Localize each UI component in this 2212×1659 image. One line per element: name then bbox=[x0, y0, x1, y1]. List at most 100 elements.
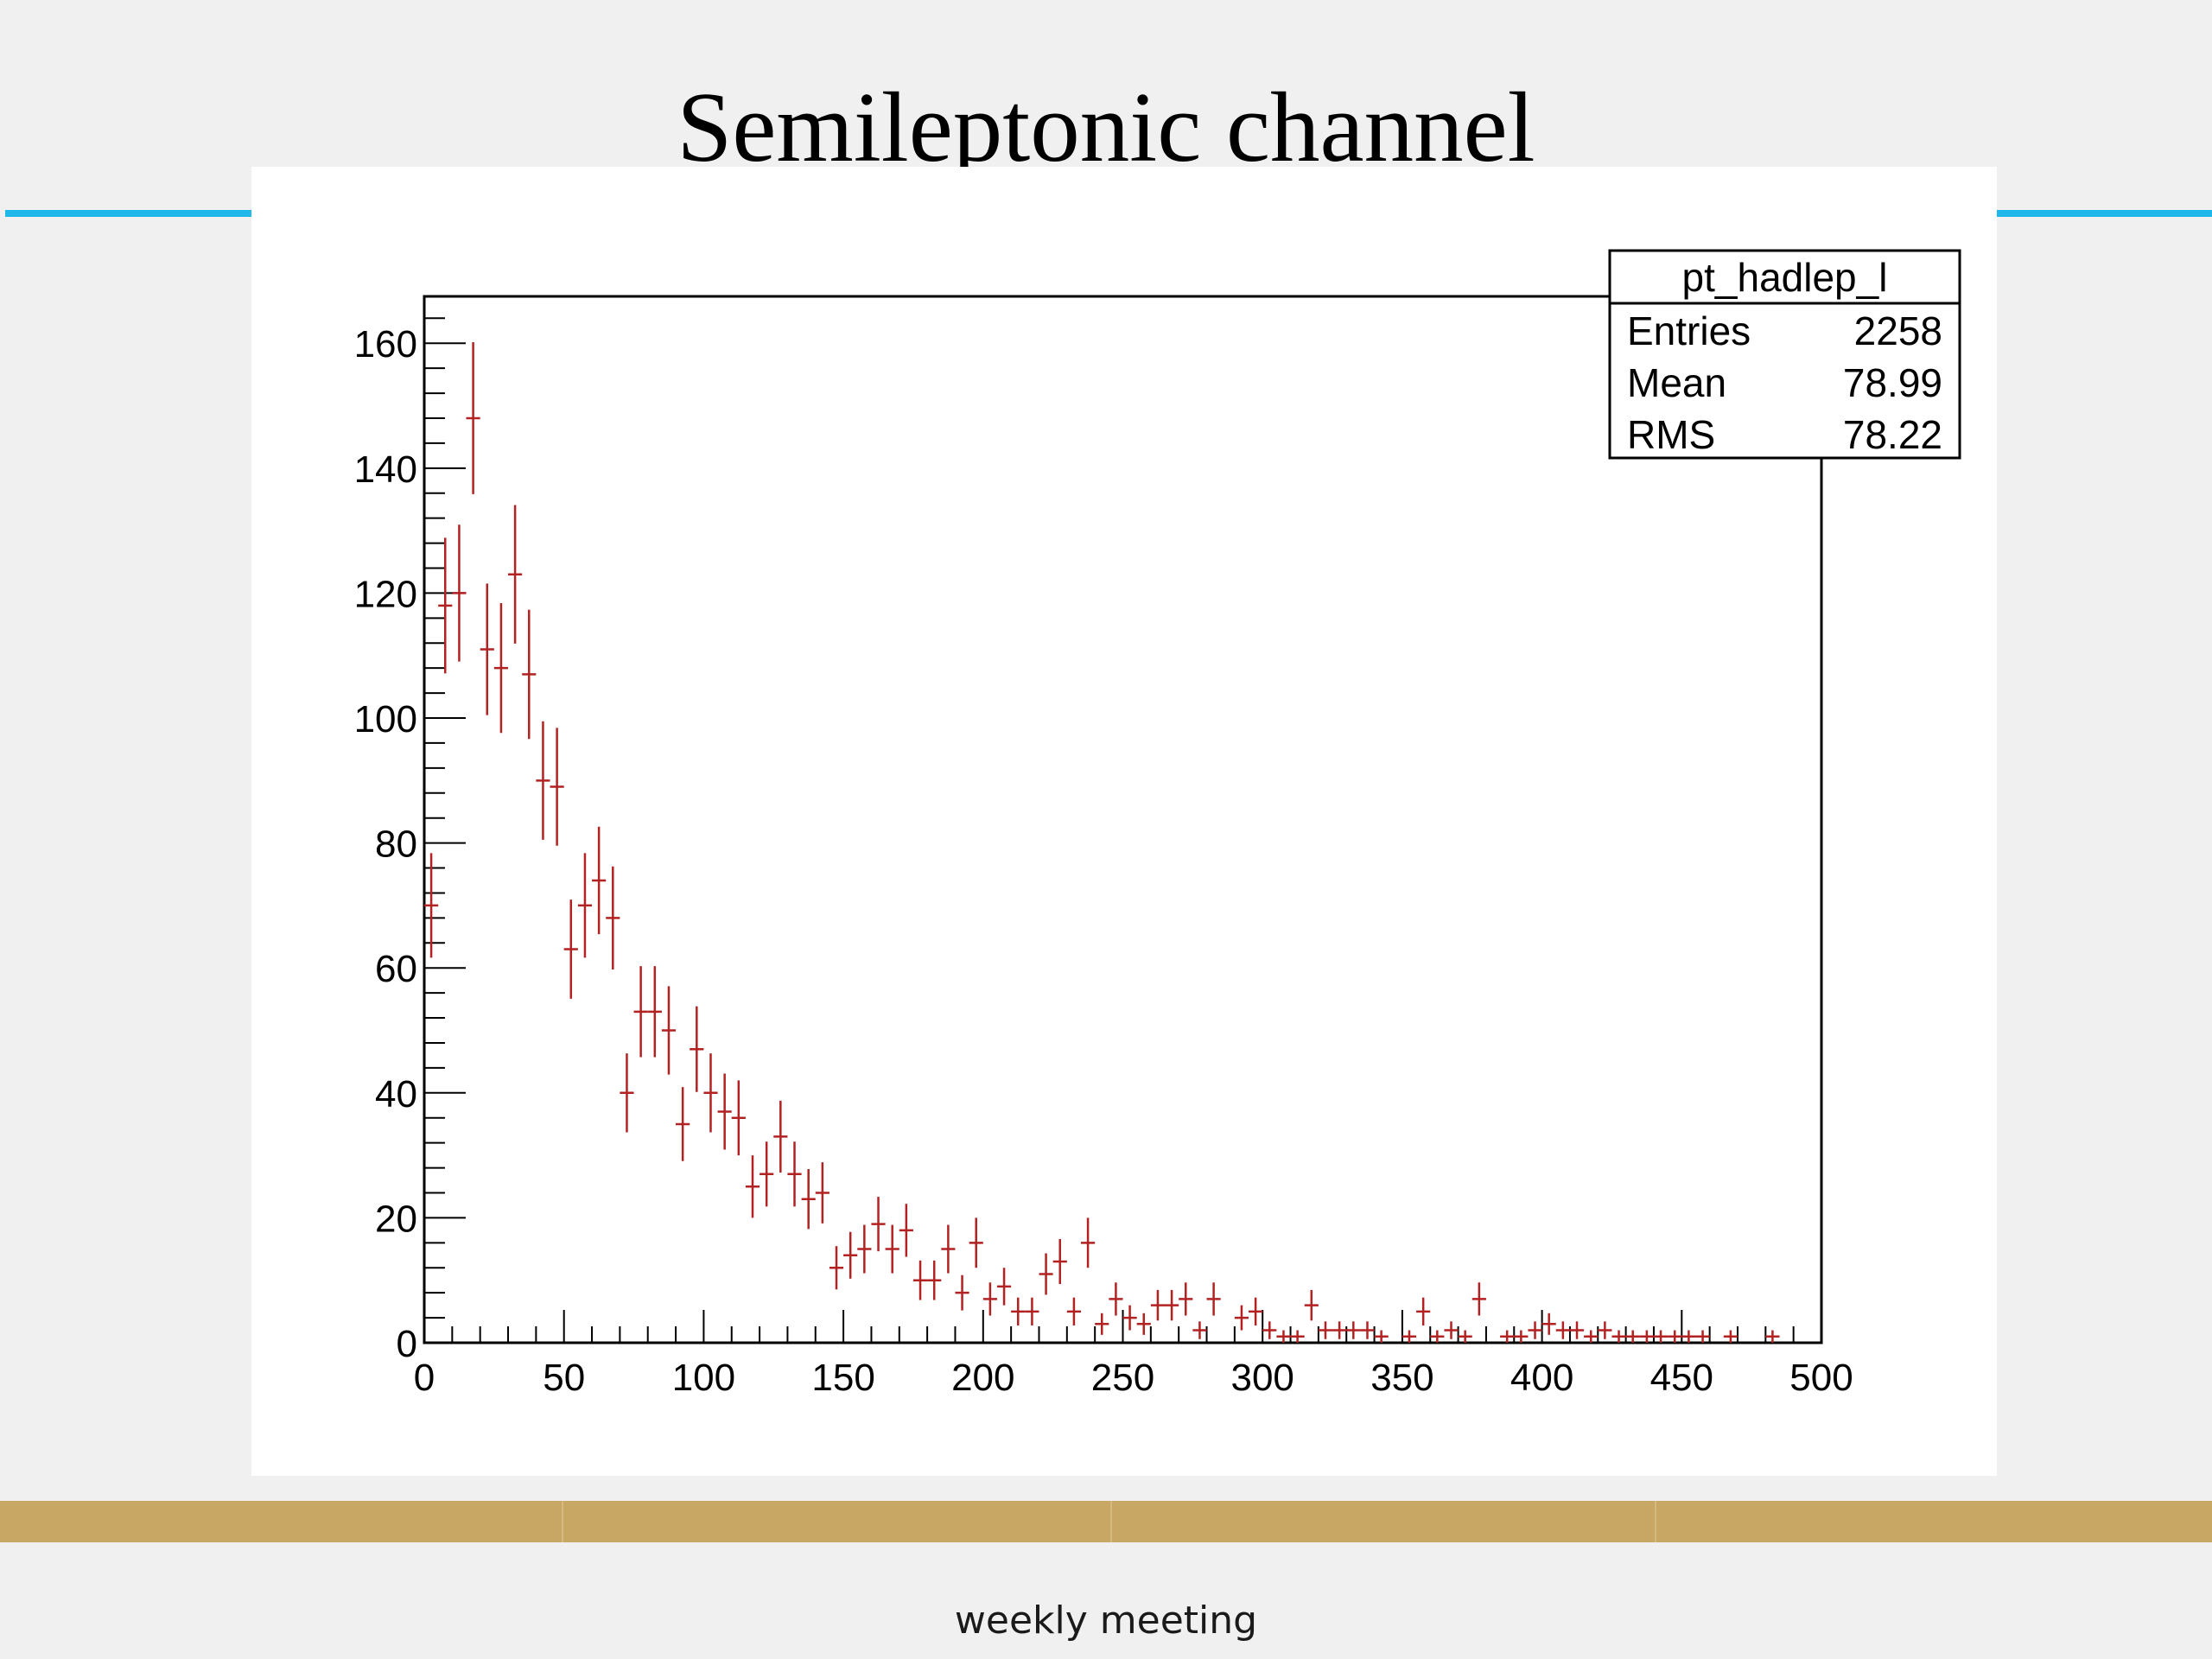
data-point bbox=[647, 966, 662, 1058]
stats-entries-label: Entries bbox=[1627, 308, 1751, 353]
data-point bbox=[1584, 1330, 1599, 1343]
data-point bbox=[1611, 1330, 1626, 1343]
data-point bbox=[1109, 1282, 1123, 1316]
data-point bbox=[563, 899, 578, 999]
data-point bbox=[1150, 1289, 1166, 1321]
data-point bbox=[1192, 1321, 1207, 1339]
stats-box-frame bbox=[1608, 249, 1961, 460]
data-point bbox=[717, 1073, 732, 1150]
data-point bbox=[1541, 1313, 1556, 1335]
data-point bbox=[438, 537, 453, 674]
data-point bbox=[1346, 1321, 1361, 1339]
data-point bbox=[899, 1204, 913, 1257]
data-point bbox=[1290, 1330, 1305, 1343]
stats-rms-value: 78.22 bbox=[1843, 412, 1942, 457]
data-point bbox=[522, 609, 537, 740]
data-points bbox=[424, 342, 1780, 1343]
data-point bbox=[969, 1217, 983, 1268]
data-point bbox=[843, 1231, 858, 1279]
data-point bbox=[1555, 1321, 1570, 1339]
x-tick-label: 450 bbox=[1650, 1357, 1713, 1399]
x-tick-label: 350 bbox=[1370, 1357, 1433, 1399]
data-point bbox=[1765, 1330, 1780, 1343]
data-point bbox=[1569, 1321, 1585, 1339]
data-point bbox=[1165, 1289, 1179, 1321]
y-tick-label: 160 bbox=[354, 323, 417, 365]
data-point bbox=[592, 826, 607, 935]
x-tick-label: 150 bbox=[811, 1357, 874, 1399]
x-tick-label: 200 bbox=[951, 1357, 1014, 1399]
data-point bbox=[815, 1162, 830, 1224]
footer-band-divider bbox=[1655, 1501, 1656, 1542]
y-tick-label: 80 bbox=[375, 823, 417, 866]
data-point bbox=[1039, 1253, 1053, 1295]
data-point bbox=[1179, 1282, 1193, 1316]
stats-rms-label: RMS bbox=[1627, 412, 1715, 457]
data-point bbox=[773, 1100, 788, 1173]
data-point bbox=[1500, 1330, 1515, 1343]
data-point bbox=[480, 583, 494, 715]
axis-ticks: 0 20 40 60 80 100 120 140 160 0 50 100 150 200 250 300 3… bbox=[354, 317, 1853, 1399]
footer-band-divider bbox=[1110, 1501, 1112, 1542]
data-point bbox=[676, 1087, 690, 1161]
data-point bbox=[1723, 1330, 1738, 1343]
data-point bbox=[1052, 1238, 1067, 1285]
data-point bbox=[690, 1006, 704, 1092]
data-point bbox=[633, 966, 648, 1058]
data-point bbox=[1639, 1330, 1654, 1343]
x-tick-label: 300 bbox=[1230, 1357, 1294, 1399]
data-point bbox=[620, 1053, 634, 1133]
x-tick-label: 0 bbox=[414, 1357, 435, 1399]
slide-title: Semileptonic channel bbox=[677, 73, 1535, 182]
data-point bbox=[1234, 1305, 1249, 1331]
stats-box-title: pt_hadlep_l bbox=[1682, 255, 1888, 300]
x-tick-label: 500 bbox=[1789, 1357, 1853, 1399]
data-point bbox=[1318, 1321, 1333, 1339]
data-point bbox=[1374, 1330, 1389, 1343]
footer-band-divider bbox=[562, 1501, 563, 1542]
x-tick-label: 50 bbox=[543, 1357, 585, 1399]
data-point bbox=[912, 1260, 928, 1300]
data-point bbox=[661, 986, 677, 1075]
histogram-plot: 0 20 40 60 80 100 120 140 160 0 50 100 150 200 250 300 3… bbox=[354, 249, 1961, 1399]
data-point bbox=[536, 721, 550, 840]
data-point bbox=[1458, 1330, 1472, 1343]
data-point bbox=[927, 1260, 942, 1300]
data-point bbox=[982, 1282, 997, 1316]
data-point bbox=[1136, 1313, 1151, 1335]
data-point bbox=[606, 866, 620, 969]
stats-box: pt_hadlep_l Entries 2258 Mean 78.99 RMS … bbox=[1608, 249, 1961, 460]
data-point bbox=[424, 853, 439, 958]
data-point bbox=[1528, 1321, 1542, 1339]
data-point bbox=[1080, 1217, 1096, 1268]
data-point bbox=[550, 728, 564, 846]
data-point bbox=[508, 505, 523, 644]
data-point bbox=[452, 524, 467, 662]
data-point bbox=[1471, 1282, 1486, 1316]
data-point bbox=[1598, 1321, 1612, 1339]
data-point bbox=[829, 1246, 844, 1290]
y-tick-label: 20 bbox=[375, 1198, 417, 1240]
data-point bbox=[1360, 1321, 1375, 1339]
data-point bbox=[1416, 1297, 1431, 1326]
data-point bbox=[1249, 1297, 1263, 1326]
stats-entries-value: 2258 bbox=[1854, 308, 1942, 353]
data-point bbox=[760, 1141, 774, 1207]
footer-text: weekly meeting bbox=[954, 1599, 1258, 1643]
x-tick-label: 400 bbox=[1510, 1357, 1573, 1399]
data-point bbox=[1262, 1321, 1277, 1339]
data-point bbox=[745, 1155, 760, 1218]
stats-mean-label: Mean bbox=[1627, 360, 1726, 405]
data-point bbox=[885, 1224, 899, 1274]
data-point bbox=[857, 1224, 872, 1274]
data-point bbox=[1430, 1330, 1445, 1343]
data-point bbox=[1011, 1297, 1026, 1326]
footer-band bbox=[0, 1501, 2212, 1542]
data-point bbox=[787, 1141, 802, 1207]
y-tick-label: 120 bbox=[354, 573, 417, 615]
y-tick-label: 100 bbox=[354, 698, 417, 741]
data-point bbox=[1653, 1330, 1669, 1343]
accent-rule-left bbox=[5, 210, 251, 217]
x-tick-label: 100 bbox=[672, 1357, 735, 1399]
y-tick-label: 40 bbox=[375, 1073, 417, 1116]
